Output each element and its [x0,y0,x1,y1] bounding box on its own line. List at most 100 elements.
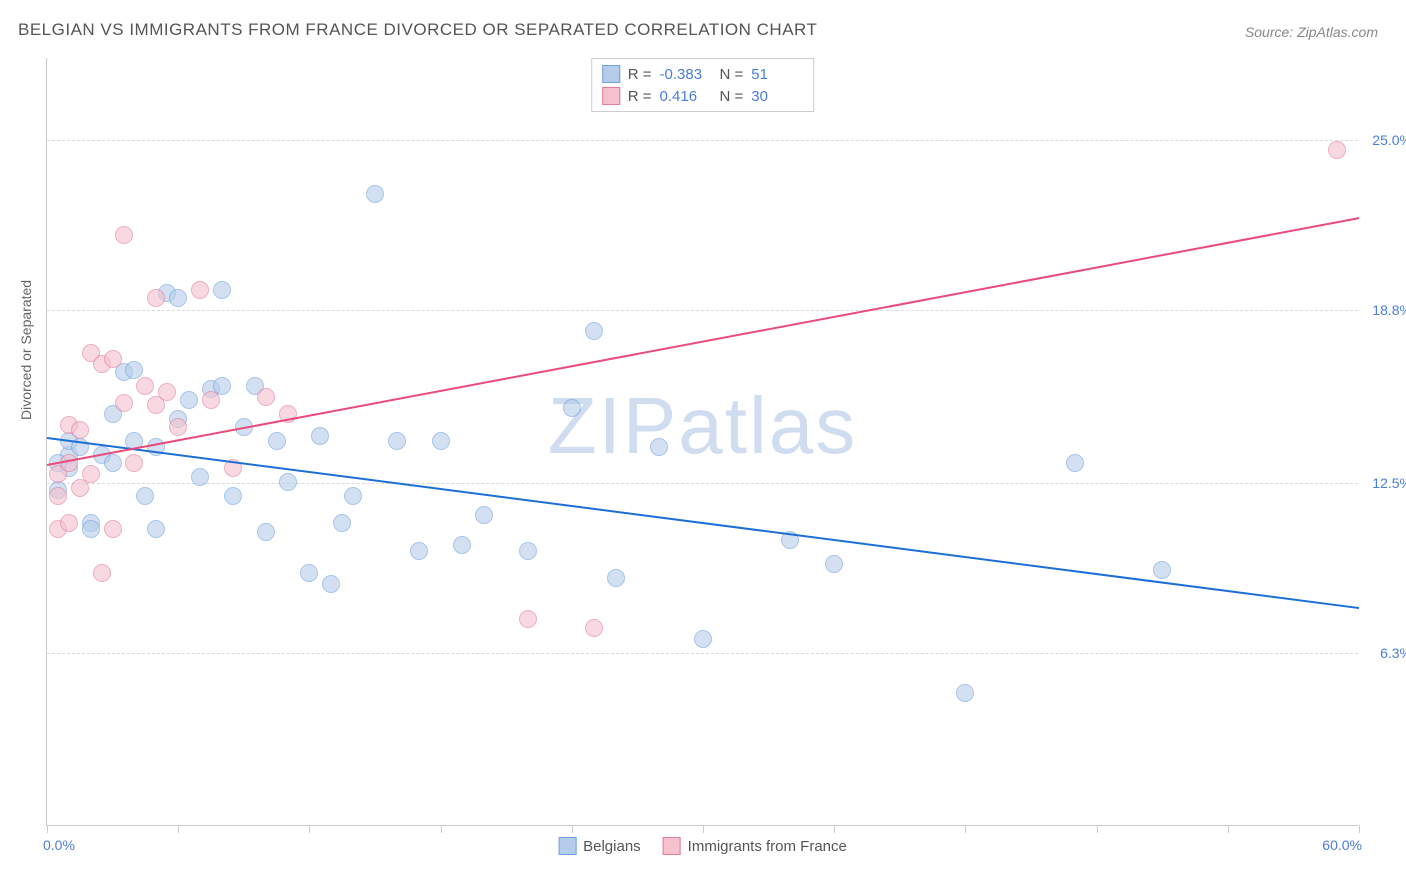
data-point [147,289,165,307]
data-point [202,391,220,409]
data-point [147,520,165,538]
trend-line [47,437,1359,609]
data-point [82,520,100,538]
y-tick-label: 6.3% [1362,645,1406,661]
gridline [47,140,1358,141]
legend-label-1: Immigrants from France [688,838,847,855]
legend-swatch-bottom-1 [663,837,681,855]
data-point [694,630,712,648]
x-tick [47,825,48,833]
data-point [453,536,471,554]
x-tick [178,825,179,833]
r-value-0: -0.383 [660,66,712,83]
data-point [333,514,351,532]
data-point [432,432,450,450]
data-point [104,350,122,368]
chart-title: BELGIAN VS IMMIGRANTS FROM FRANCE DIVORC… [18,20,817,40]
data-point [825,555,843,573]
data-point [104,454,122,472]
n-label: N = [720,66,744,83]
legend-row-series-0: R = -0.383 N = 51 [602,63,804,85]
y-tick-label: 12.5% [1362,475,1406,491]
legend-swatch-bottom-0 [558,837,576,855]
data-point [344,487,362,505]
data-point [213,281,231,299]
watermark: ZIPatlas [548,380,857,472]
data-point [607,569,625,587]
data-point [71,421,89,439]
data-point [388,432,406,450]
x-tick [1359,825,1360,833]
r-label: R = [628,66,652,83]
data-point [125,454,143,472]
data-point [410,542,428,560]
data-point [268,432,286,450]
data-point [257,523,275,541]
data-point [585,619,603,637]
data-point [279,473,297,491]
x-axis-min: 0.0% [43,837,75,853]
legend-row-series-1: R = 0.416 N = 30 [602,85,804,107]
data-point [93,564,111,582]
legend-item-1: Immigrants from France [663,837,847,855]
data-point [169,289,187,307]
data-point [169,418,187,436]
data-point [956,684,974,702]
gridline [47,310,1358,311]
x-tick [309,825,310,833]
scatter-plot-area: ZIPatlas R = -0.383 N = 51 R = 0.416 N =… [46,58,1358,826]
n-label: N = [720,88,744,105]
series-legend: Belgians Immigrants from France [558,837,847,855]
source-attribution: Source: ZipAtlas.com [1245,24,1378,40]
data-point [191,468,209,486]
x-tick [703,825,704,833]
x-tick [1097,825,1098,833]
n-value-0: 51 [751,66,803,83]
data-point [82,465,100,483]
data-point [1066,454,1084,472]
x-tick [1228,825,1229,833]
y-axis-label: Divorced or Separated [18,280,34,420]
data-point [300,564,318,582]
data-point [563,399,581,417]
data-point [322,575,340,593]
y-tick-label: 18.8% [1362,302,1406,318]
data-point [519,542,537,560]
legend-swatch-0 [602,65,620,83]
data-point [585,322,603,340]
data-point [158,383,176,401]
x-tick [441,825,442,833]
data-point [1153,561,1171,579]
data-point [311,427,329,445]
r-label: R = [628,88,652,105]
data-point [125,361,143,379]
correlation-legend: R = -0.383 N = 51 R = 0.416 N = 30 [591,58,815,112]
x-tick [572,825,573,833]
data-point [136,377,154,395]
data-point [257,388,275,406]
data-point [519,610,537,628]
gridline [47,483,1358,484]
x-axis-max: 60.0% [1322,837,1362,853]
watermark-atlas: atlas [678,381,857,470]
trend-line [47,217,1359,466]
n-value-1: 30 [751,88,803,105]
legend-swatch-1 [602,87,620,105]
data-point [136,487,154,505]
gridline [47,653,1358,654]
legend-item-0: Belgians [558,837,641,855]
legend-label-0: Belgians [583,838,641,855]
r-value-1: 0.416 [660,88,712,105]
data-point [1328,141,1346,159]
x-tick [965,825,966,833]
x-tick [834,825,835,833]
data-point [224,487,242,505]
data-point [49,487,67,505]
data-point [115,394,133,412]
watermark-zip: ZIP [548,381,678,470]
data-point [366,185,384,203]
data-point [115,226,133,244]
data-point [650,438,668,456]
y-tick-label: 25.0% [1362,132,1406,148]
data-point [475,506,493,524]
